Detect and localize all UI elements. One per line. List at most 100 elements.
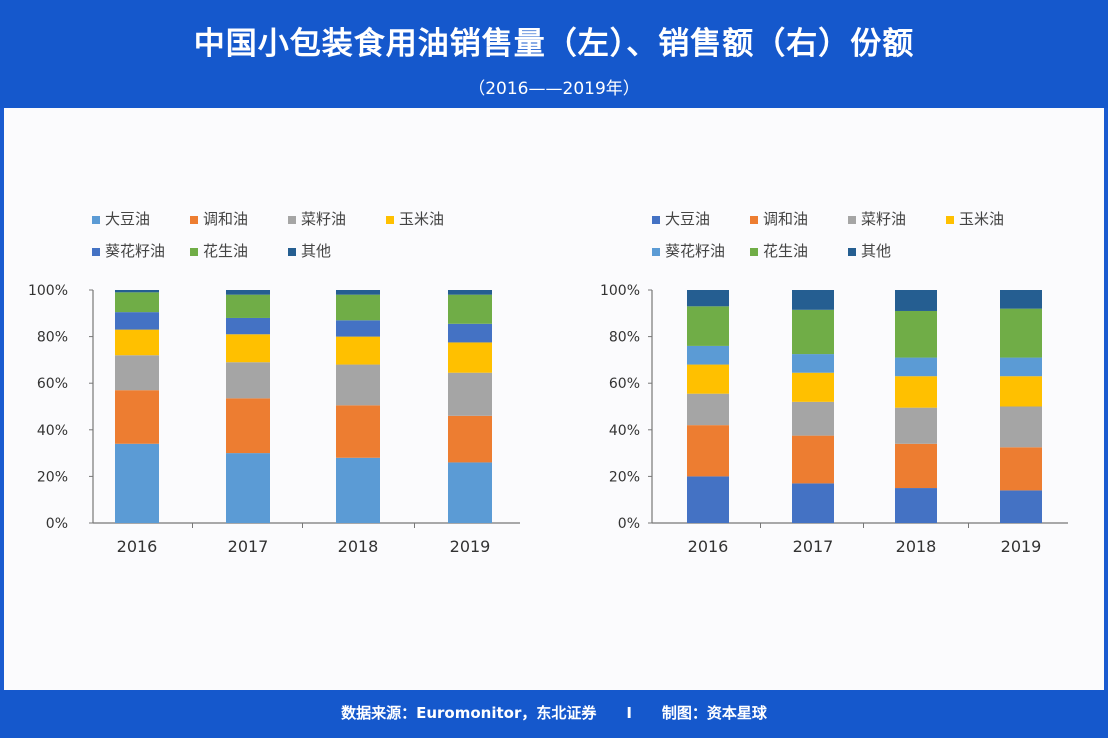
- legend-item: 大豆油: [92, 208, 150, 229]
- legend-swatch: [92, 247, 100, 256]
- legend-label: 玉米油: [399, 210, 445, 228]
- bar-segment: [448, 372, 492, 416]
- legend-label: 菜籽油: [301, 210, 347, 228]
- bar-segment: [115, 329, 159, 356]
- bar-segment: [895, 376, 937, 408]
- legend-label: 花生油: [763, 242, 809, 260]
- bar-segment: [226, 317, 270, 335]
- legend-item: 玉米油: [946, 208, 1004, 229]
- legend-item: 大豆油: [652, 208, 710, 229]
- bar-segment: [895, 488, 937, 523]
- bar-segment: [336, 457, 380, 523]
- bar-segment: [226, 362, 270, 399]
- bar-segment: [687, 393, 729, 426]
- bar-segment: [687, 306, 729, 346]
- bar-segment: [448, 342, 492, 373]
- bar-segment: [115, 390, 159, 444]
- bar-segment: [448, 415, 492, 463]
- legend-label: 花生油: [203, 242, 249, 260]
- legend-swatch: [190, 215, 198, 224]
- bar-segment: [895, 310, 937, 358]
- x-tick-label: 2016: [117, 537, 158, 556]
- bar-segment: [687, 425, 729, 477]
- y-tick-label: 0%: [618, 516, 640, 532]
- legend-label: 调和油: [203, 210, 249, 228]
- bar-segment: [792, 354, 834, 373]
- bar-segment: [226, 334, 270, 363]
- bar-segment: [226, 294, 270, 318]
- y-tick-label: 60%: [37, 376, 68, 392]
- legend-label: 葵花籽油: [665, 242, 726, 260]
- bar-segment: [1000, 447, 1042, 491]
- legend-swatch: [848, 247, 856, 256]
- bar-segment: [895, 407, 937, 444]
- legend-swatch: [92, 215, 100, 224]
- bar-segment: [792, 372, 834, 402]
- x-tick-label: 2017: [793, 537, 834, 556]
- bar-segment: [336, 294, 380, 321]
- legend-item: 葵花籽油: [92, 240, 165, 261]
- legend-label: 菜籽油: [861, 210, 907, 228]
- y-tick-label: 0%: [46, 516, 68, 532]
- bar-segment: [336, 290, 380, 295]
- page-title: 中国小包装食用油销售量（左）、销售额（右）份额: [193, 26, 915, 62]
- bar-segment: [687, 290, 729, 307]
- legend-item: 调和油: [190, 208, 248, 229]
- bar-segment: [336, 320, 380, 337]
- bar-segment: [1000, 490, 1042, 523]
- bar-segment: [448, 462, 492, 523]
- legend-swatch: [190, 247, 198, 256]
- y-tick-label: 100%: [600, 283, 640, 299]
- bar-segment: [792, 483, 834, 523]
- bar-segment: [895, 357, 937, 377]
- y-tick-label: 40%: [609, 423, 640, 439]
- x-tick-label: 2019: [1001, 537, 1042, 556]
- bar-segment: [448, 290, 492, 295]
- legend-swatch: [750, 215, 758, 224]
- legend-item: 菜籽油: [288, 208, 346, 229]
- bar-segment: [792, 309, 834, 355]
- bar-segment: [226, 290, 270, 295]
- bar-segment: [336, 336, 380, 365]
- legend-label: 调和油: [763, 210, 809, 228]
- x-tick-label: 2016: [688, 537, 729, 556]
- legend-item: 葵花籽油: [652, 240, 725, 261]
- bar-segment: [1000, 376, 1042, 407]
- bar-segment: [895, 443, 937, 489]
- legend-swatch: [652, 215, 660, 224]
- y-tick-label: 20%: [609, 469, 640, 485]
- legend-item: 其他: [848, 240, 891, 261]
- legend-swatch: [652, 247, 660, 256]
- source-footer: 数据来源：Euromonitor，东北证券 I 制图：资本星球: [0, 690, 1108, 738]
- x-tick-label: 2018: [338, 537, 379, 556]
- bar-segment: [336, 405, 380, 458]
- legend-item: 菜籽油: [848, 208, 906, 229]
- bar-segment: [792, 290, 834, 310]
- bar-segment: [226, 398, 270, 454]
- bar-segment: [115, 290, 159, 293]
- legend-item: 花生油: [190, 240, 248, 261]
- legend-label: 其他: [861, 242, 892, 260]
- x-tick-label: 2019: [450, 537, 491, 556]
- bar-segment: [792, 401, 834, 436]
- legend-label: 葵花籽油: [105, 242, 166, 260]
- bar-segment: [448, 323, 492, 343]
- legend-item: 花生油: [750, 240, 808, 261]
- bar-segment: [895, 290, 937, 311]
- legend-label: 大豆油: [665, 210, 711, 228]
- legend-swatch: [288, 215, 296, 224]
- y-tick-label: 100%: [28, 283, 68, 299]
- y-tick-label: 60%: [609, 376, 640, 392]
- y-tick-label: 40%: [37, 423, 68, 439]
- legend-swatch: [288, 247, 296, 256]
- legend-swatch: [750, 247, 758, 256]
- bar-segment: [1000, 406, 1042, 448]
- bar-segment: [115, 355, 159, 391]
- legend-item: 玉米油: [386, 208, 444, 229]
- bar-segment: [226, 453, 270, 523]
- legend-label: 其他: [301, 242, 332, 260]
- x-tick-label: 2018: [896, 537, 937, 556]
- x-tick-label: 2017: [228, 537, 269, 556]
- legend-swatch: [848, 215, 856, 224]
